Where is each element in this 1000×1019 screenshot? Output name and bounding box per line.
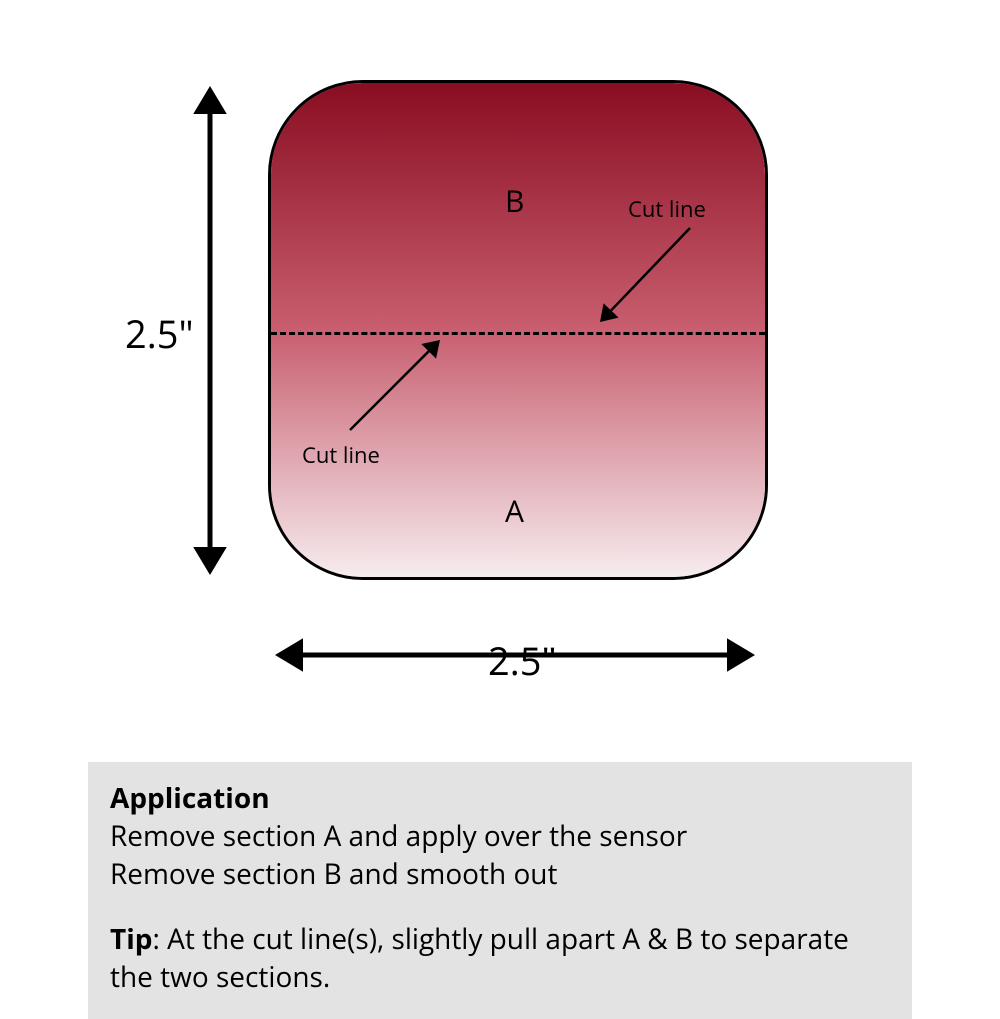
application-line: Remove section B and smooth out <box>110 856 890 894</box>
section-label-b: B <box>505 180 524 221</box>
application-tip: Tip: At the cut line(s), slightly pull a… <box>110 921 890 997</box>
tip-text: : At the cut line(s), slightly pull apar… <box>110 920 849 996</box>
cut-arrow-icon <box>570 198 720 352</box>
spacer <box>110 893 890 921</box>
diagram-area: B A Cut line Cut line 2.5" 2.5" <box>0 0 1000 760</box>
cut-arrow-icon <box>320 310 470 460</box>
section-label-a: A <box>505 490 524 531</box>
application-line: Remove section A and apply over the sens… <box>110 818 890 856</box>
tip-label: Tip <box>110 920 152 958</box>
application-title: Application <box>110 780 890 818</box>
application-info-box: Application Remove section A and apply o… <box>88 762 912 1019</box>
dimension-height-arrow-icon <box>170 46 250 615</box>
dimension-width-arrow-icon <box>235 615 795 695</box>
